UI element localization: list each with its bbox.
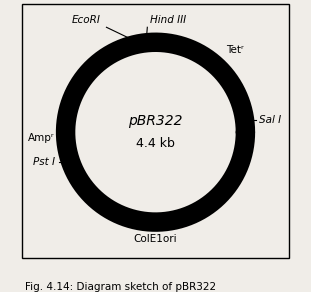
Text: EcoRI: EcoRI [72,15,101,25]
Text: Fig. 4.14: Diagram sketch of pBR322: Fig. 4.14: Diagram sketch of pBR322 [25,282,216,292]
Text: Sal I: Sal I [259,115,281,125]
Text: Pst I: Pst I [33,157,55,167]
Text: 4.4 kb: 4.4 kb [136,137,175,150]
Text: Hind III: Hind III [150,15,186,25]
Text: ColE1ori: ColE1ori [134,234,177,244]
Text: pBR322: pBR322 [128,114,183,128]
Text: Ampʳ: Ampʳ [28,133,55,142]
Text: Tetʳ: Tetʳ [226,46,244,55]
